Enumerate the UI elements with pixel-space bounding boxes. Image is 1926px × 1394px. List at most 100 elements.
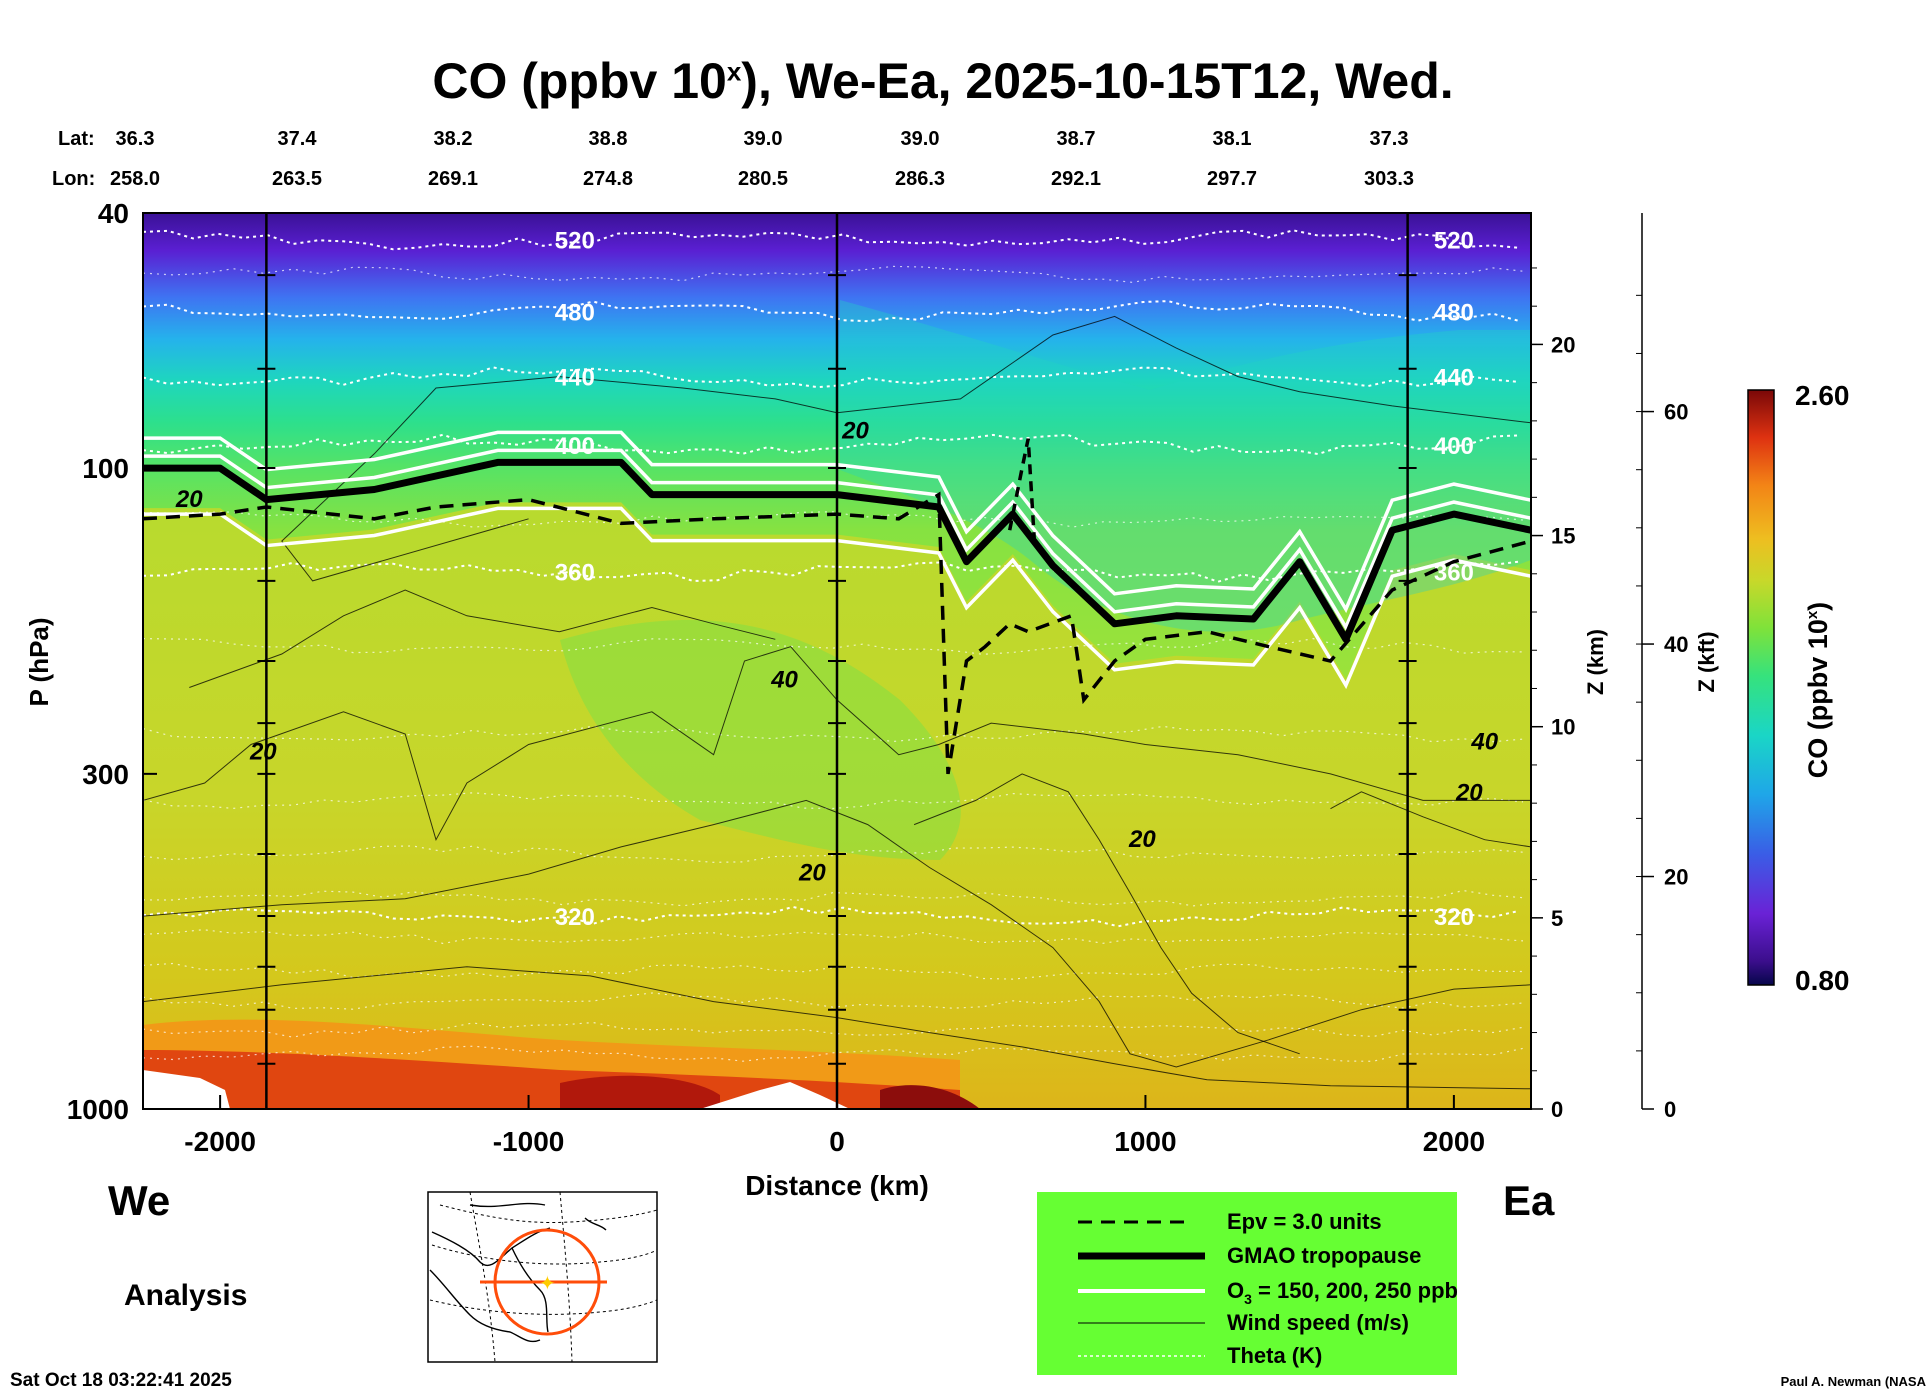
colorbar-ramp <box>1747 389 1775 986</box>
wind-contour <box>1330 791 1531 848</box>
theta-line <box>143 1045 1524 1062</box>
lat-value: 38.2 <box>434 128 473 150</box>
lon-value: 292.1 <box>1051 168 1101 190</box>
theta-line <box>143 637 1524 655</box>
lat-value: 36.3 <box>116 128 155 150</box>
epv-contour <box>1007 438 1037 542</box>
wind-contour <box>143 966 1531 1090</box>
lon-value: 286.3 <box>895 168 945 190</box>
p-tick-label: 40 <box>98 198 129 229</box>
theta-line <box>143 265 1524 284</box>
legend-theta: Theta (K) <box>1227 1343 1322 1368</box>
west-label: We <box>108 1177 170 1224</box>
terrain-blank-2 <box>700 1082 850 1109</box>
p-axis-label: P (hPa) <box>24 617 54 706</box>
z-km-label: Z (km) <box>1583 629 1608 695</box>
legend-o3: O3 = 150, 200, 250 ppb <box>1227 1278 1458 1307</box>
chart-title: CO (ppbv 10x), We-Ea, 2025-10-15T12, Wed… <box>432 53 1454 109</box>
z-km-axis: 0 5 10 15 20 <box>1531 267 1575 1122</box>
o3-lines <box>143 430 1531 690</box>
timestamp: Sat Oct 18 03:22:41 2025 <box>10 1370 232 1391</box>
profile-lines <box>257 213 1417 1110</box>
theta-label: 400 <box>555 433 595 460</box>
lon-value: 258.0 <box>110 168 160 190</box>
x-tick-label: 0 <box>829 1126 845 1157</box>
legend: Epv = 3.0 units GMAO tropopause O3 = 150… <box>1037 1192 1458 1375</box>
theta-line <box>143 725 1524 743</box>
theta-line <box>143 1021 1524 1038</box>
legend-wind: Wind speed (m/s) <box>1227 1310 1409 1335</box>
z-km-tick-label: 15 <box>1551 524 1575 549</box>
p-tick-label: 1000 <box>67 1094 129 1125</box>
wind-labels: 20 20 40 20 20 20 40 20 <box>175 418 1499 887</box>
wind-label: 20 <box>841 418 869 445</box>
wind-label: 20 <box>798 859 826 886</box>
theta-line <box>143 366 1519 389</box>
lon-value: 263.5 <box>272 168 322 190</box>
o3-line <box>143 448 1531 632</box>
lat-label: Lat: <box>58 128 95 150</box>
z-km-tick-label: 0 <box>1551 1097 1563 1122</box>
x-axis: -2000 -1000 0 1000 2000 <box>184 1095 1485 1157</box>
lat-value: 38.7 <box>1057 128 1096 150</box>
lon-value: 269.1 <box>428 168 478 190</box>
z-km-tick-label: 20 <box>1551 332 1575 357</box>
theta-label: 440 <box>555 365 595 392</box>
o3-line <box>143 506 1531 690</box>
theta-label: 520 <box>555 228 595 255</box>
lon-value: 274.8 <box>583 168 633 190</box>
mid-green-patch <box>560 620 961 860</box>
p-axis: 40 100 300 1000 <box>67 198 157 1125</box>
legend-tropopause: GMAO tropopause <box>1227 1243 1421 1268</box>
lon-value: 280.5 <box>738 168 788 190</box>
colorbar-max-label: 2.60 <box>1795 380 1850 411</box>
theta-label: 480 <box>1434 300 1474 327</box>
theta-line <box>143 433 1519 456</box>
inset-map: ✦ <box>427 1191 658 1363</box>
tropopause-line <box>143 458 1531 643</box>
colorbar: 2.60 0.80 CO (ppbv 10x) <box>1747 380 1850 996</box>
x-tick-label: -1000 <box>493 1126 565 1157</box>
darkred-patch-2 <box>880 1085 980 1109</box>
theta-line <box>143 229 1519 251</box>
theta-labels: 520 520 480 480 440 440 400 400 360 360 320 320 <box>555 228 1474 932</box>
tropopause-curve <box>143 458 1531 643</box>
east-label: Ea <box>1503 1177 1555 1224</box>
theta-label: 360 <box>1434 559 1474 586</box>
darkred-patch <box>560 1075 720 1109</box>
lon-label: Lon: <box>52 168 95 190</box>
z-kft-label: Z (kft) <box>1694 631 1719 692</box>
wind-label: 20 <box>249 739 277 766</box>
wind-label: 20 <box>1128 826 1156 853</box>
colorbar-title: CO (ppbv 10x) <box>1803 602 1833 778</box>
wind-contour <box>143 646 1531 842</box>
colorbar-min-label: 0.80 <box>1795 965 1850 996</box>
terrain-blank <box>143 1070 230 1109</box>
credit: Paul A. Newman (NASA <box>1780 1374 1926 1389</box>
epv-line <box>143 438 1531 775</box>
theta-label: 360 <box>555 559 595 586</box>
lon-value: 297.7 <box>1207 168 1257 190</box>
z-km-tick-label: 10 <box>1551 715 1575 740</box>
lat-value: 37.3 <box>1370 128 1409 150</box>
wind-lines <box>143 315 1531 1090</box>
theta-line <box>143 792 1524 810</box>
wind-label: 20 <box>175 486 203 513</box>
lat-value: 39.0 <box>744 128 783 150</box>
z-kft-tick-label: 20 <box>1664 865 1688 890</box>
z-kft-tick-label: 60 <box>1664 400 1688 425</box>
o3-line <box>143 430 1531 614</box>
x-tick-label: -2000 <box>184 1126 256 1157</box>
lat-value: 37.4 <box>278 128 318 150</box>
lat-value: 39.0 <box>901 128 940 150</box>
lat-value: 38.8 <box>589 128 628 150</box>
theta-label: 440 <box>1434 365 1474 392</box>
wind-contour <box>189 589 776 688</box>
theta-line <box>143 929 1524 945</box>
z-kft-tick-label: 0 <box>1664 1097 1676 1122</box>
x-axis-label: Distance (km) <box>745 1170 929 1201</box>
z-kft-axis: 0 20 40 60 <box>1636 213 1688 1122</box>
p-tick-label: 300 <box>82 759 129 790</box>
